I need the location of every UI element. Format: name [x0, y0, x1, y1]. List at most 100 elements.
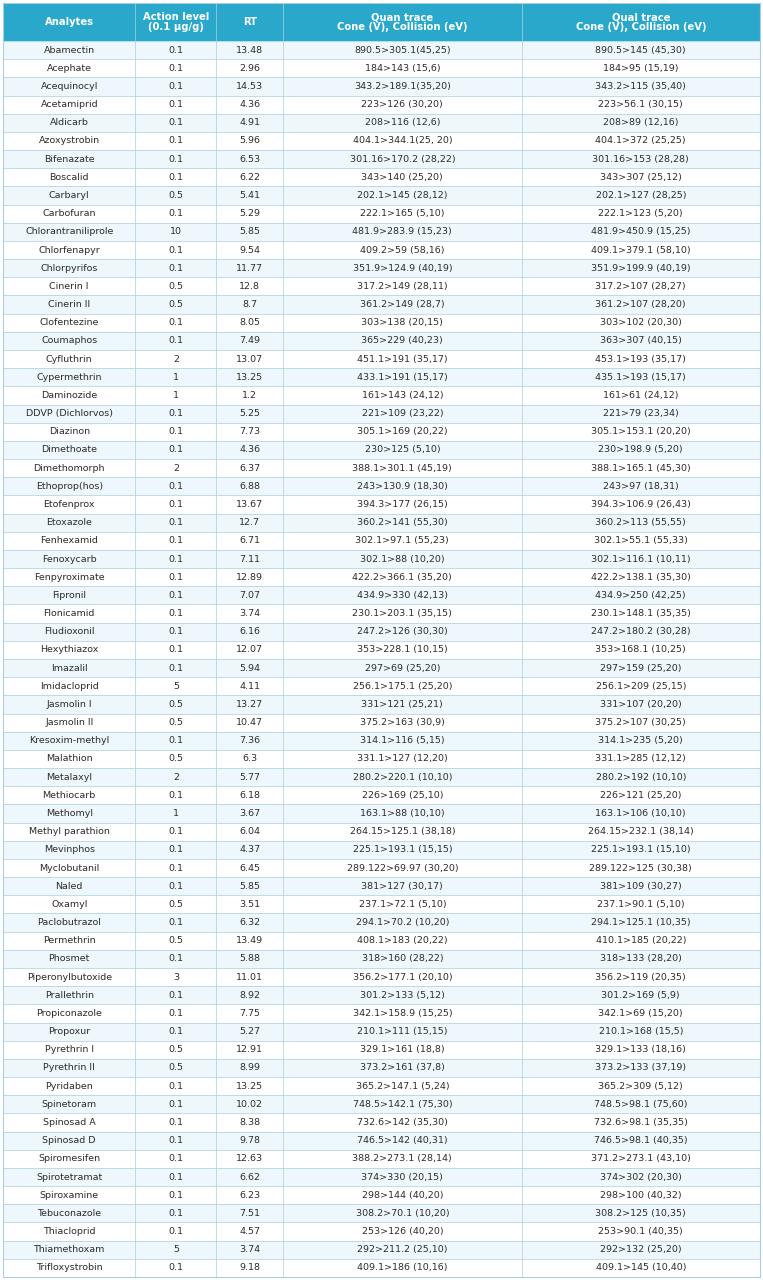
Text: 0.5: 0.5 [169, 718, 183, 727]
Text: Carbaryl: Carbaryl [49, 191, 89, 200]
Text: 9.54: 9.54 [240, 246, 260, 255]
Text: 223>56.1 (30,15): 223>56.1 (30,15) [598, 100, 683, 109]
Text: 247.2>180.2 (30,28): 247.2>180.2 (30,28) [591, 627, 691, 636]
Bar [3, 877, 760, 895]
Text: 0.1: 0.1 [169, 1137, 183, 1146]
Text: 208>116 (12,6): 208>116 (12,6) [365, 118, 440, 127]
Text: 0.1: 0.1 [169, 173, 183, 182]
Text: Abamectin: Abamectin [43, 46, 95, 55]
Text: 0.5: 0.5 [169, 936, 183, 945]
Text: 351.9>199.9 (40,19): 351.9>199.9 (40,19) [591, 264, 691, 273]
Text: 0.5: 0.5 [169, 1046, 183, 1055]
Bar [3, 604, 760, 622]
Bar [3, 187, 760, 205]
Text: 184>143 (15,6): 184>143 (15,6) [365, 64, 440, 73]
Text: Fenpyroximate: Fenpyroximate [34, 572, 105, 581]
Bar [3, 641, 760, 659]
Text: 381>109 (30,27): 381>109 (30,27) [600, 882, 681, 891]
Text: 4.37: 4.37 [240, 845, 260, 854]
Text: 303>102 (20,30): 303>102 (20,30) [600, 319, 681, 328]
Text: 363>307 (40,15): 363>307 (40,15) [600, 337, 681, 346]
Bar [3, 205, 760, 223]
Text: 6.04: 6.04 [240, 827, 260, 836]
Text: 0.1: 0.1 [169, 1117, 183, 1126]
Text: 13.48: 13.48 [237, 46, 263, 55]
Bar [3, 440, 760, 460]
Text: 253>126 (40,20): 253>126 (40,20) [362, 1228, 443, 1236]
Bar [3, 422, 760, 440]
Bar [3, 349, 760, 369]
Text: 0.1: 0.1 [169, 1208, 183, 1217]
Text: 6.22: 6.22 [240, 173, 260, 182]
Text: 243>97 (18,31): 243>97 (18,31) [603, 481, 678, 490]
Text: 4.11: 4.11 [240, 682, 260, 691]
Text: 408.1>183 (20,22): 408.1>183 (20,22) [357, 936, 448, 945]
Text: 6.32: 6.32 [240, 918, 260, 927]
Text: 394.3>177 (26,15): 394.3>177 (26,15) [357, 500, 448, 509]
Text: Propoxur: Propoxur [48, 1027, 90, 1036]
Text: 481.9>283.9 (15,23): 481.9>283.9 (15,23) [353, 228, 452, 237]
Text: 409.1>186 (10,16): 409.1>186 (10,16) [357, 1263, 448, 1272]
Text: Methiocarb: Methiocarb [43, 791, 96, 800]
Text: 314.1>235 (5,20): 314.1>235 (5,20) [598, 736, 683, 745]
Text: 13.27: 13.27 [237, 700, 263, 709]
Text: 301.16>153 (28,28): 301.16>153 (28,28) [592, 155, 689, 164]
Text: 221>109 (23,22): 221>109 (23,22) [362, 410, 443, 419]
Text: 0.1: 0.1 [169, 319, 183, 328]
Text: Spirotetramat: Spirotetramat [36, 1172, 102, 1181]
Bar [3, 1041, 760, 1059]
Text: 7.73: 7.73 [240, 428, 260, 436]
Text: Daminozide: Daminozide [41, 390, 98, 399]
Text: 292>132 (25,20): 292>132 (25,20) [600, 1245, 681, 1254]
Text: 365.2>147.1 (5,24): 365.2>147.1 (5,24) [356, 1082, 449, 1091]
Text: 5.41: 5.41 [240, 191, 260, 200]
Text: 434.9>250 (42,25): 434.9>250 (42,25) [595, 591, 686, 600]
Text: Azoxystrobin: Azoxystrobin [39, 137, 100, 146]
Text: 8.38: 8.38 [240, 1117, 260, 1126]
Text: 746.5>142 (40,31): 746.5>142 (40,31) [357, 1137, 448, 1146]
Text: 746.5>98.1 (40,35): 746.5>98.1 (40,35) [594, 1137, 687, 1146]
Bar [3, 986, 760, 1005]
Text: 329.1>161 (18,8): 329.1>161 (18,8) [360, 1046, 445, 1055]
Text: Cypermethrin: Cypermethrin [37, 372, 102, 381]
Bar [3, 1222, 760, 1240]
Text: 890.5>145 (45,30): 890.5>145 (45,30) [595, 46, 686, 55]
Text: 12.91: 12.91 [237, 1046, 263, 1055]
Text: 3: 3 [173, 973, 179, 982]
Text: 298>144 (40,20): 298>144 (40,20) [362, 1190, 443, 1199]
Text: 0.1: 0.1 [169, 864, 183, 873]
Text: Methomyl: Methomyl [46, 809, 93, 818]
Text: 13.49: 13.49 [237, 936, 263, 945]
Text: Chlorpyrifos: Chlorpyrifos [40, 264, 98, 273]
Text: Acequinocyl: Acequinocyl [40, 82, 98, 91]
Text: 7.49: 7.49 [240, 337, 260, 346]
Text: 0.1: 0.1 [169, 609, 183, 618]
Text: Hexythiazox: Hexythiazox [40, 645, 98, 654]
Text: 318>160 (28,22): 318>160 (28,22) [362, 955, 443, 964]
Bar [3, 750, 760, 768]
Text: 0.1: 0.1 [169, 1263, 183, 1272]
Bar [3, 1204, 760, 1222]
Text: Cone (V), Collision (eV): Cone (V), Collision (eV) [575, 22, 706, 32]
Text: 0.1: 0.1 [169, 481, 183, 490]
Text: 404.1>344.1(25, 20): 404.1>344.1(25, 20) [353, 137, 452, 146]
Text: 0.1: 0.1 [169, 1082, 183, 1091]
Text: Permethrin: Permethrin [43, 936, 95, 945]
Bar [3, 132, 760, 150]
Bar [3, 823, 760, 841]
Text: Spinosad D: Spinosad D [43, 1137, 96, 1146]
Text: 289.122>125 (30,38): 289.122>125 (30,38) [589, 864, 692, 873]
Text: 0.1: 0.1 [169, 337, 183, 346]
Text: 6.62: 6.62 [240, 1172, 260, 1181]
Text: Cinerin I: Cinerin I [50, 282, 89, 291]
Text: 375.2>107 (30,25): 375.2>107 (30,25) [595, 718, 686, 727]
Text: 373.2>133 (37,19): 373.2>133 (37,19) [595, 1064, 687, 1073]
Text: 3.67: 3.67 [240, 809, 260, 818]
Text: Fipronil: Fipronil [52, 591, 86, 600]
Text: 353>168.1 (10,25): 353>168.1 (10,25) [595, 645, 686, 654]
Text: 365>229 (40,23): 365>229 (40,23) [362, 337, 443, 346]
Bar [3, 314, 760, 332]
Text: 161>61 (24,12): 161>61 (24,12) [603, 390, 678, 399]
Text: 5.85: 5.85 [240, 228, 260, 237]
Text: 280.2>220.1 (10,10): 280.2>220.1 (10,10) [353, 773, 452, 782]
